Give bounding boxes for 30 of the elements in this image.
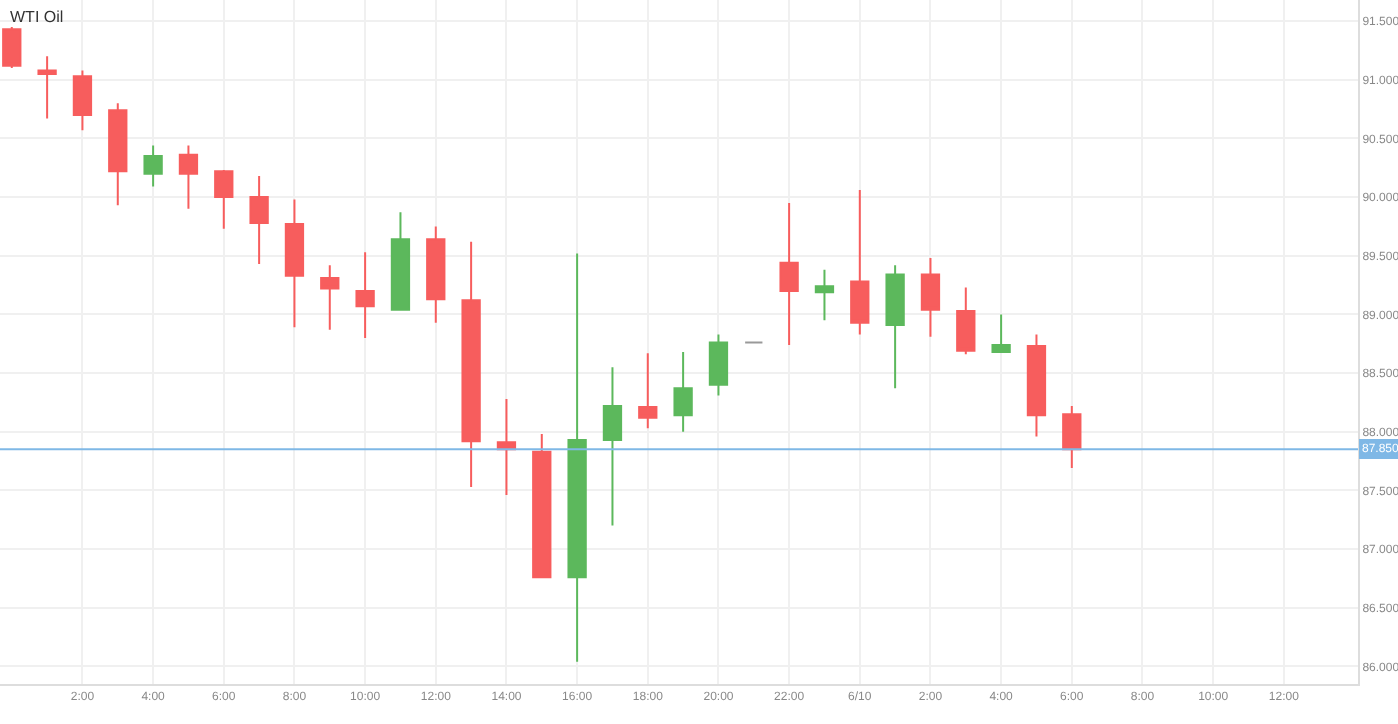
candlestick [461,240,481,488]
candlestick [956,286,976,356]
candlestick [72,69,93,132]
candlestick [320,264,340,331]
candlestick [37,55,57,120]
candlestick [1062,404,1082,470]
candlestick [1026,333,1047,438]
candlestick [532,433,552,579]
candlestick [920,257,941,338]
text: WTI Oil [10,8,64,26]
candlestick [249,174,269,265]
candlestick [284,198,305,329]
candlestick [178,144,199,210]
candlestick [991,313,1011,353]
candlestick [426,225,446,324]
candlestick [108,102,128,207]
candlestick [673,350,693,433]
candlestick [496,397,517,497]
candlestick [708,333,729,397]
candlestick [602,366,623,527]
candlestick [850,189,870,336]
candlestick [885,264,905,390]
candlestick [214,169,234,230]
candlestick [143,144,163,188]
candlestick [355,251,375,339]
candlestick [390,211,411,311]
candlestick [814,268,835,322]
candlestick [779,201,799,346]
candlestick [2,25,22,70]
candlestick [638,352,658,430]
